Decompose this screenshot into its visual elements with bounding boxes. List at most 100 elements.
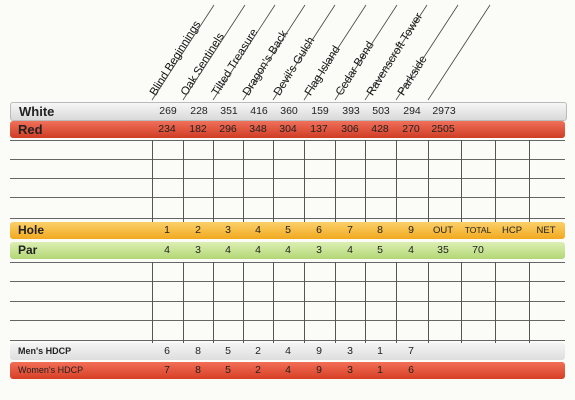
divider: [495, 140, 496, 222]
mens-hdcp-value: 1: [377, 345, 383, 357]
hole-number: 3: [225, 224, 231, 236]
white-yardage: 351: [220, 105, 238, 117]
divider: [365, 262, 366, 343]
par-out: 35: [437, 244, 449, 256]
grid-line: [10, 340, 565, 341]
red-yardage: 306: [341, 123, 359, 135]
divider: [461, 262, 462, 343]
divider: [428, 140, 429, 222]
divider: [213, 140, 214, 222]
red-yardage: 348: [249, 123, 267, 135]
hole-label: Hole: [18, 223, 45, 237]
divider: [152, 262, 153, 343]
out-header: OUT: [432, 225, 454, 236]
white-yardage-out: 2973: [432, 105, 456, 117]
par-label: Par: [18, 243, 38, 257]
womens-hdcp-value: 3: [347, 364, 353, 376]
grid-line: [10, 218, 565, 219]
divider: [243, 140, 244, 222]
hole-number: 7: [347, 224, 353, 236]
mens-hdcp-value: 9: [316, 345, 322, 357]
red-yardage: 234: [158, 123, 176, 135]
red-yardage: 296: [219, 123, 237, 135]
red-tee-row: Red 234 182 296 348 304 137 306 428 270 …: [10, 121, 565, 138]
divider: [335, 140, 336, 222]
red-tee-label: Red: [18, 122, 43, 137]
divider: [396, 262, 397, 343]
divider: [495, 262, 496, 343]
divider: [365, 140, 366, 222]
grid-line: [10, 140, 565, 141]
mens-hdcp-value: 4: [285, 345, 291, 357]
white-yardage: 416: [250, 105, 268, 117]
mens-hdcp-row: Men's HDCP 6 8 5 2 4 9 3 1 7: [10, 343, 565, 360]
womens-hdcp-value: 8: [195, 364, 201, 376]
womens-hdcp-value: 6: [408, 364, 414, 376]
par-value: 5: [377, 244, 383, 256]
divider: [529, 140, 530, 222]
white-yardage: 393: [342, 105, 360, 117]
womens-hdcp-value: 1: [377, 364, 383, 376]
par-row: Par 4 3 4 4 4 3 4 5 4 35 70: [10, 242, 565, 259]
womens-hdcp-value: 2: [255, 364, 261, 376]
womens-hdcp-value: 9: [316, 364, 322, 376]
hole-number: 5: [285, 224, 291, 236]
hole-number: 9: [408, 224, 414, 236]
par-value: 3: [316, 244, 322, 256]
grid-line: [10, 178, 565, 179]
hole-number: 2: [195, 224, 201, 236]
mens-hdcp-value: 2: [255, 345, 261, 357]
divider: [183, 140, 184, 222]
net-header: NET: [536, 225, 556, 236]
white-yardage: 269: [159, 105, 177, 117]
mens-hdcp-value: 8: [195, 345, 201, 357]
white-yardage: 159: [311, 105, 329, 117]
white-yardage: 228: [190, 105, 208, 117]
divider: [243, 262, 244, 343]
hole-number: 1: [164, 224, 170, 236]
womens-hdcp-value: 7: [164, 364, 170, 376]
par-value: 4: [285, 244, 291, 256]
mens-hdcp-label: Men's HDCP: [18, 346, 72, 356]
hole-number: 4: [255, 224, 261, 236]
divider: [213, 262, 214, 343]
par-value: 4: [164, 244, 170, 256]
divider: [304, 262, 305, 343]
mens-hdcp-value: 5: [225, 345, 231, 357]
divider: [396, 140, 397, 222]
red-yardage-out: 2505: [431, 123, 455, 135]
divider: [335, 262, 336, 343]
divider: [304, 140, 305, 222]
hcp-header: HCP: [501, 225, 523, 236]
par-value: 4: [347, 244, 353, 256]
divider: [273, 140, 274, 222]
red-yardage: 428: [371, 123, 389, 135]
white-yardage: 503: [372, 105, 390, 117]
grid-line: [10, 262, 565, 263]
hole-number: 6: [316, 224, 322, 236]
total-header: TOTAL: [464, 225, 492, 235]
mens-hdcp-value: 6: [164, 345, 170, 357]
mens-hdcp-value: 3: [347, 345, 353, 357]
divider: [273, 262, 274, 343]
grid-line: [10, 197, 565, 198]
hole-number: 8: [377, 224, 383, 236]
divider: [152, 140, 153, 222]
womens-hdcp-row: Women's HDCP 7 8 5 2 4 9 3 1 6: [10, 362, 565, 379]
divider: [428, 262, 429, 343]
grid-line: [10, 281, 565, 282]
white-yardage: 360: [280, 105, 298, 117]
white-tee-row: White 269 228 351 416 360 159 393 503 29…: [10, 102, 567, 121]
red-yardage: 137: [310, 123, 328, 135]
divider: [183, 262, 184, 343]
divider: [529, 262, 530, 343]
womens-hdcp-value: 5: [225, 364, 231, 376]
white-yardage: 294: [403, 105, 421, 117]
grid-line: [10, 159, 565, 160]
par-value: 4: [408, 244, 414, 256]
hole-number-row: Hole 1 2 3 4 5 6 7 8 9 OUT TOTAL HCP NET: [10, 222, 565, 239]
header-slant-lines: [151, 4, 491, 101]
womens-hdcp-value: 4: [285, 364, 291, 376]
par-value: 4: [225, 244, 231, 256]
